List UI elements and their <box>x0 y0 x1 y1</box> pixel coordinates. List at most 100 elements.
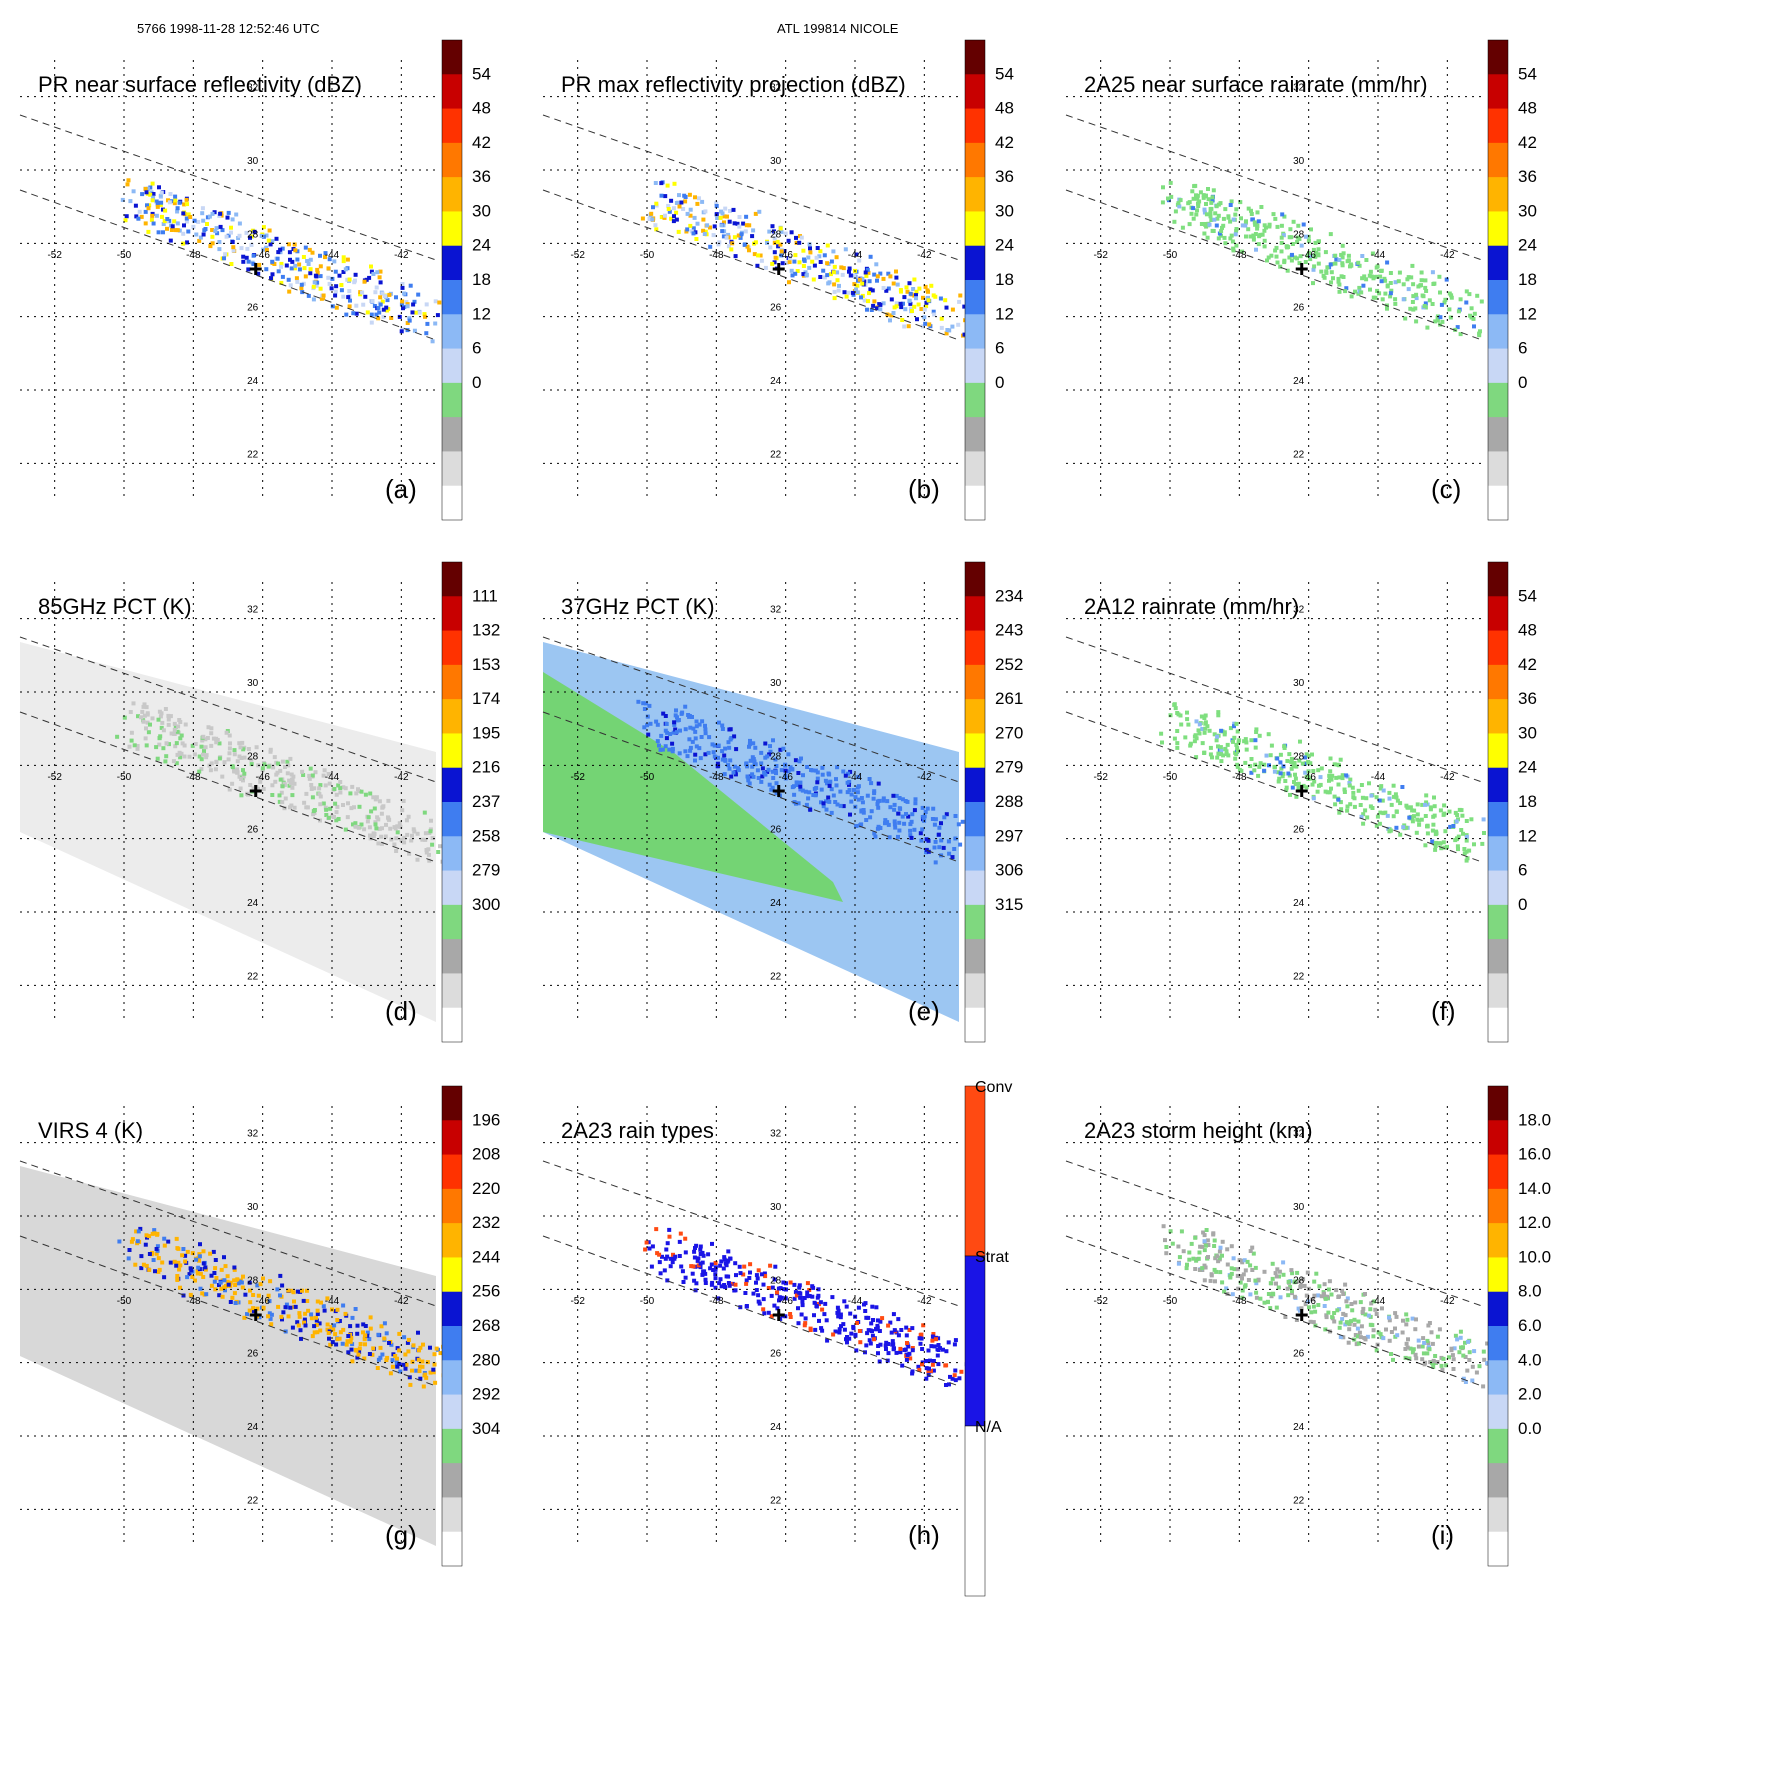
data-pixel <box>270 259 275 264</box>
data-pixel <box>191 224 196 229</box>
data-pixel <box>201 218 206 223</box>
data-pixel <box>1271 212 1276 217</box>
data-pixel <box>883 821 887 826</box>
lon-tick-label: -46 <box>1301 250 1316 261</box>
data-pixel <box>1262 1300 1267 1305</box>
data-pixel <box>262 762 267 767</box>
data-pixel <box>729 774 734 779</box>
data-pixel <box>1190 189 1195 194</box>
data-pixel <box>694 724 699 729</box>
data-pixel <box>699 735 704 739</box>
data-pixel <box>382 1336 387 1341</box>
data-pixel <box>226 1282 231 1287</box>
data-pixel <box>318 802 323 807</box>
data-pixel <box>330 304 335 309</box>
data-pixel <box>1430 302 1435 306</box>
data-pixel <box>432 1352 437 1357</box>
data-pixel <box>160 720 165 725</box>
data-pixel <box>761 1282 766 1287</box>
colorbar-segment <box>965 451 985 487</box>
data-pixel <box>136 1229 141 1234</box>
data-pixel <box>165 217 170 221</box>
data-pixel <box>803 270 808 275</box>
data-pixel <box>1434 831 1439 836</box>
data-pixel <box>713 1285 718 1290</box>
data-pixel <box>697 196 701 201</box>
data-pixel <box>371 272 376 276</box>
data-pixel <box>1205 235 1210 240</box>
data-pixel <box>1232 724 1236 729</box>
data-pixel <box>868 287 873 292</box>
data-pixel <box>892 802 897 807</box>
data-pixel <box>295 1320 300 1325</box>
data-pixel <box>1274 1274 1279 1279</box>
data-pixel <box>768 245 773 250</box>
data-pixel <box>1427 298 1432 303</box>
data-pixel <box>1338 1335 1343 1340</box>
colorbar-segment <box>965 733 985 769</box>
lat-tick-label: 32 <box>1293 83 1305 94</box>
lon-tick-label: -48 <box>709 250 724 261</box>
data-pixel <box>821 268 826 273</box>
colorbar-segment <box>1488 142 1508 178</box>
data-pixel <box>896 1317 901 1322</box>
data-pixel <box>700 719 705 724</box>
data-pixel <box>1228 726 1233 731</box>
data-pixel <box>691 231 696 236</box>
data-pixel <box>376 305 381 310</box>
data-pixel <box>261 234 266 239</box>
data-pixel <box>715 216 720 220</box>
data-pixel <box>378 295 383 300</box>
data-pixel <box>268 242 273 247</box>
data-pixel <box>1404 1322 1409 1327</box>
data-pixel <box>376 1332 381 1337</box>
header-orbit-info: 5766 1998-11-28 12:52:46 UTC <box>137 21 320 36</box>
data-pixel <box>1349 1319 1353 1324</box>
data-pixel <box>1356 291 1361 296</box>
data-pixel <box>660 747 665 752</box>
lon-tick-label: -50 <box>1163 1296 1178 1307</box>
data-pixel <box>1360 795 1365 800</box>
data-pixel <box>920 1347 925 1351</box>
colorbar-segment <box>1488 802 1508 837</box>
data-pixel <box>1341 275 1346 279</box>
data-pixel <box>131 701 136 706</box>
data-pixel <box>1310 1297 1315 1302</box>
data-pixel <box>674 708 678 713</box>
data-pixel <box>425 321 430 326</box>
map-d: -52 -50 -48 -46 -44 -423230282624221111321531… <box>19 561 500 1043</box>
data-pixel <box>222 1255 226 1260</box>
data-pixel <box>313 770 318 775</box>
data-pixel <box>1464 838 1469 843</box>
data-pixel <box>422 312 427 317</box>
data-pixel <box>815 770 820 775</box>
data-pixel <box>939 325 944 330</box>
data-pixel <box>291 774 296 779</box>
data-pixel <box>845 1335 849 1339</box>
panel-f: -52 -50 -48 -46 -44 -42 32 30 28 26 24 22 54 48 42 36 30… <box>1058 552 1598 1112</box>
data-pixel <box>769 1293 774 1298</box>
data-pixel <box>1226 753 1231 758</box>
data-pixel <box>744 761 749 766</box>
data-pixel <box>819 787 824 792</box>
data-pixel <box>937 825 942 830</box>
data-pixel <box>765 754 770 759</box>
data-pixel <box>403 1352 408 1357</box>
colorbar-segment <box>442 1497 462 1533</box>
data-pixel <box>1459 828 1464 832</box>
data-pixel <box>1198 190 1203 195</box>
data-pixel <box>1312 264 1317 269</box>
panel-c: -52 -50 -48 -46 -44 -42 32 30 28 26 24 22 54 48 42 36 30… <box>1058 30 1598 590</box>
data-pixel <box>328 806 333 811</box>
data-pixel <box>1298 1284 1303 1288</box>
data-pixel <box>852 788 856 792</box>
data-pixel <box>1295 1270 1300 1275</box>
data-pixel <box>117 1239 122 1244</box>
data-pixel <box>172 727 177 732</box>
data-pixel <box>1306 774 1311 779</box>
data-pixel <box>941 1347 945 1352</box>
data-pixel <box>691 226 696 231</box>
data-pixel <box>301 773 306 777</box>
data-pixel <box>766 1310 771 1315</box>
data-pixel <box>177 200 182 205</box>
